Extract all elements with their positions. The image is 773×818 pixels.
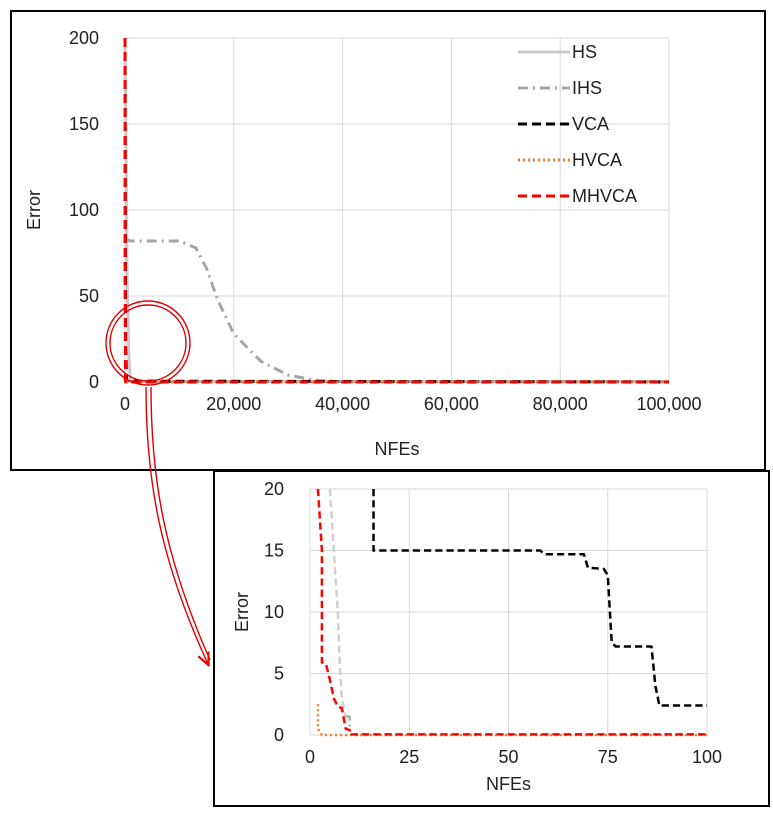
- zoom-circle-inner: [109, 304, 187, 382]
- zoom-x-tick-label: 100: [692, 747, 722, 767]
- main-x-tick-label: 40,000: [315, 394, 370, 414]
- legend-label-hvca: HVCA: [572, 150, 622, 170]
- zoom-series-ihs: [345, 715, 351, 732]
- legend-label-mhvca: MHVCA: [572, 186, 637, 206]
- main-y-tick-label: 50: [79, 286, 99, 306]
- legend-label-ihs: IHS: [572, 78, 602, 98]
- zoom-x-tick-label: 25: [399, 747, 419, 767]
- zoom-x-tick-label: 50: [498, 747, 518, 767]
- zoom-chart-frame: [213, 470, 770, 807]
- main-series-ihs: [124, 237, 669, 383]
- zoom-chart: 0 25 50 75 100 0 5 10 15 20 NFEs Error: [232, 479, 722, 794]
- legend-label-hs: HS: [572, 42, 597, 62]
- main-chart: 0 20,000 40,000 60,000 80,000 100,000 0 50 100 15…: [24, 28, 702, 459]
- zoom-x-tick-label: 75: [598, 747, 618, 767]
- zoom-y-tick-label: 10: [264, 602, 284, 622]
- zoom-arrow-shadow: [150, 386, 211, 661]
- main-x-tick-label: 100,000: [636, 394, 701, 414]
- main-legend: HS IHS VCA HVCA MHVCA: [518, 42, 637, 206]
- zoom-series-hvca: [316, 704, 707, 737]
- legend-label-vca: VCA: [572, 114, 609, 134]
- zoom-series-hs: [328, 488, 350, 718]
- main-x-tick-label: 20,000: [206, 394, 261, 414]
- main-y-tick-label: 200: [69, 28, 99, 48]
- zoom-x-tick-label: 0: [305, 747, 315, 767]
- main-y-tick-label: 0: [89, 372, 99, 392]
- main-y-tick-label: 100: [69, 200, 99, 220]
- zoom-y-tick-label: 20: [264, 479, 284, 499]
- main-x-tick-label: 80,000: [533, 394, 588, 414]
- main-y-axis-label: Error: [24, 190, 44, 230]
- main-x-tick-label: 0: [120, 394, 130, 414]
- zoom-series-vca: [372, 489, 707, 707]
- zoom-series-mhvca: [316, 488, 707, 736]
- main-x-axis-label: NFEs: [375, 439, 420, 459]
- zoom-y-axis-label: Error: [232, 592, 252, 632]
- zoom-y-tick-label: 5: [274, 664, 284, 684]
- zoom-annotation: [105, 300, 211, 664]
- zoom-x-axis-label: NFEs: [486, 774, 531, 794]
- main-x-tick-label: 60,000: [424, 394, 479, 414]
- zoom-y-tick-label: 15: [264, 541, 284, 561]
- main-series-mhvca: [123, 37, 669, 384]
- zoom-arrow: [145, 386, 208, 664]
- main-y-tick-label: 150: [69, 114, 99, 134]
- zoom-y-tick-label: 0: [274, 725, 284, 745]
- zoom-circle-outer: [105, 300, 191, 386]
